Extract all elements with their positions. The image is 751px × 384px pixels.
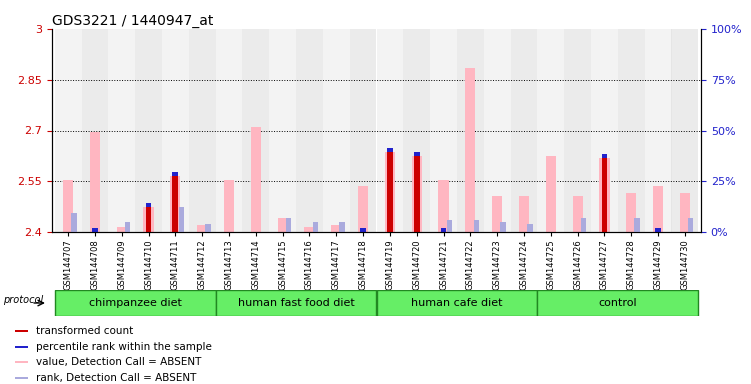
Bar — [602, 154, 608, 157]
Bar — [224, 180, 234, 232]
Bar — [387, 149, 393, 152]
Bar — [125, 222, 131, 232]
Bar — [173, 176, 178, 232]
Bar — [55, 29, 82, 232]
Bar — [457, 29, 484, 232]
Bar — [572, 197, 583, 232]
Bar — [146, 207, 152, 232]
Bar — [441, 228, 447, 232]
Bar — [581, 218, 587, 232]
Bar — [564, 29, 591, 232]
Bar — [385, 152, 395, 232]
Bar — [170, 176, 180, 232]
Bar — [15, 361, 29, 363]
Bar — [492, 197, 502, 232]
Text: percentile rank within the sample: percentile rank within the sample — [36, 342, 212, 352]
Bar — [304, 227, 315, 232]
Bar — [412, 156, 422, 232]
Bar — [162, 29, 189, 232]
Bar — [655, 228, 661, 232]
Bar — [243, 29, 269, 232]
Bar — [108, 29, 135, 232]
Bar — [82, 29, 108, 232]
Bar — [466, 68, 475, 232]
Bar — [474, 220, 479, 232]
Bar — [216, 290, 376, 316]
Bar — [671, 29, 698, 232]
Bar — [179, 207, 184, 232]
Bar — [376, 290, 538, 316]
Bar — [430, 29, 457, 232]
Bar — [500, 222, 505, 232]
Bar — [599, 157, 610, 232]
Bar — [331, 225, 342, 232]
Bar — [15, 346, 29, 348]
Bar — [296, 29, 323, 232]
Bar — [339, 222, 345, 232]
Bar — [546, 156, 556, 232]
Bar — [350, 29, 376, 232]
Bar — [312, 222, 318, 232]
Bar — [688, 218, 693, 232]
Bar — [146, 203, 152, 207]
Bar — [626, 193, 636, 232]
Bar — [414, 156, 420, 232]
Bar — [189, 29, 216, 232]
Text: chimpanzee diet: chimpanzee diet — [89, 298, 182, 308]
Bar — [197, 225, 207, 232]
Text: transformed count: transformed count — [36, 326, 133, 336]
Bar — [484, 29, 511, 232]
Text: GDS3221 / 1440947_at: GDS3221 / 1440947_at — [52, 14, 213, 28]
Bar — [358, 186, 368, 232]
Bar — [286, 218, 291, 232]
Text: human cafe diet: human cafe diet — [412, 298, 502, 308]
Bar — [269, 29, 296, 232]
Bar — [143, 207, 154, 232]
Text: control: control — [599, 298, 637, 308]
Bar — [63, 180, 73, 232]
Bar — [538, 290, 698, 316]
Bar — [618, 29, 644, 232]
Bar — [206, 223, 211, 232]
Text: value, Detection Call = ABSENT: value, Detection Call = ABSENT — [36, 357, 201, 367]
Bar — [116, 227, 127, 232]
Bar — [635, 218, 640, 232]
Bar — [414, 152, 420, 156]
Bar — [376, 29, 403, 232]
Bar — [527, 223, 532, 232]
Bar — [387, 152, 393, 232]
Bar — [602, 157, 608, 232]
Bar — [173, 172, 178, 176]
Bar — [15, 330, 29, 332]
Bar — [360, 228, 366, 232]
Bar — [519, 197, 529, 232]
Bar — [71, 214, 77, 232]
Text: rank, Detection Call = ABSENT: rank, Detection Call = ABSENT — [36, 373, 196, 383]
Bar — [216, 29, 243, 232]
Bar — [55, 290, 216, 316]
Bar — [439, 180, 448, 232]
Bar — [403, 29, 430, 232]
Bar — [591, 29, 618, 232]
Bar — [644, 29, 671, 232]
Bar — [90, 132, 100, 232]
Bar — [511, 29, 538, 232]
Bar — [538, 29, 564, 232]
Bar — [323, 29, 350, 232]
Bar — [447, 220, 452, 232]
Bar — [251, 127, 261, 232]
Bar — [680, 193, 690, 232]
Bar — [92, 228, 98, 232]
Text: human fast food diet: human fast food diet — [237, 298, 354, 308]
Bar — [15, 377, 29, 379]
Bar — [135, 29, 162, 232]
Bar — [653, 186, 663, 232]
Bar — [278, 218, 288, 232]
Text: protocol: protocol — [2, 295, 43, 305]
